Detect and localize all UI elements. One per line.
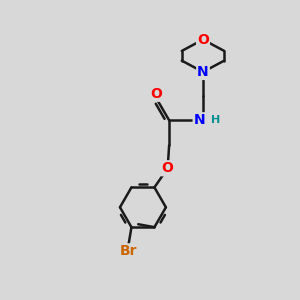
Text: H: H bbox=[211, 115, 220, 125]
Text: O: O bbox=[161, 161, 173, 175]
Text: O: O bbox=[150, 87, 162, 101]
Text: Br: Br bbox=[120, 244, 137, 258]
Text: O: O bbox=[197, 33, 209, 46]
Text: N: N bbox=[194, 113, 205, 127]
Text: N: N bbox=[197, 65, 209, 79]
